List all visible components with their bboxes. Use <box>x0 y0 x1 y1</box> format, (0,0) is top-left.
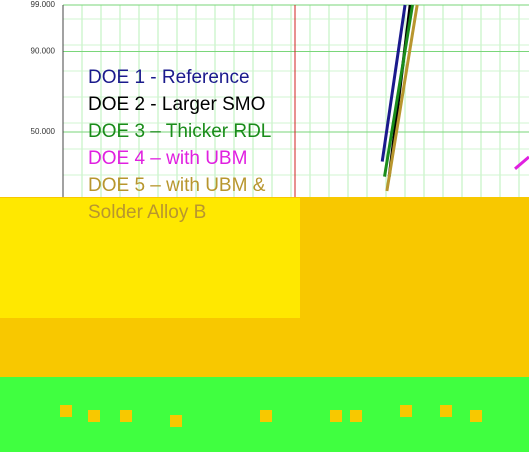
legend-entry: DOE 5 – with UBM & Solder Alloy B <box>88 172 288 226</box>
series-line <box>515 157 529 169</box>
corruption-block <box>330 410 342 422</box>
legend-entry: DOE 4 – with UBM <box>88 145 288 172</box>
corruption-block <box>350 410 362 422</box>
corruption-block <box>260 410 272 422</box>
corruption-block <box>400 405 412 417</box>
y-tick-label: 50.000 <box>31 127 56 136</box>
legend-entry: DOE 1 - Reference <box>88 64 288 91</box>
corruption-block <box>440 405 452 417</box>
y-tick-label: 90.000 <box>31 47 56 56</box>
corruption-block <box>60 405 72 417</box>
legend-entry: DOE 2 - Larger SMO <box>88 91 288 118</box>
corruption-block <box>170 415 182 427</box>
corruption-block <box>88 410 100 422</box>
screenshot: 99.00090.00050.000 DOE 1 - ReferenceDOE … <box>0 0 529 452</box>
y-tick-label: 99.000 <box>31 0 56 9</box>
series-line <box>385 5 413 177</box>
corruption-block <box>120 410 132 422</box>
corruption-block <box>470 410 482 422</box>
legend-entry: DOE 3 – Thicker RDL <box>88 118 288 145</box>
